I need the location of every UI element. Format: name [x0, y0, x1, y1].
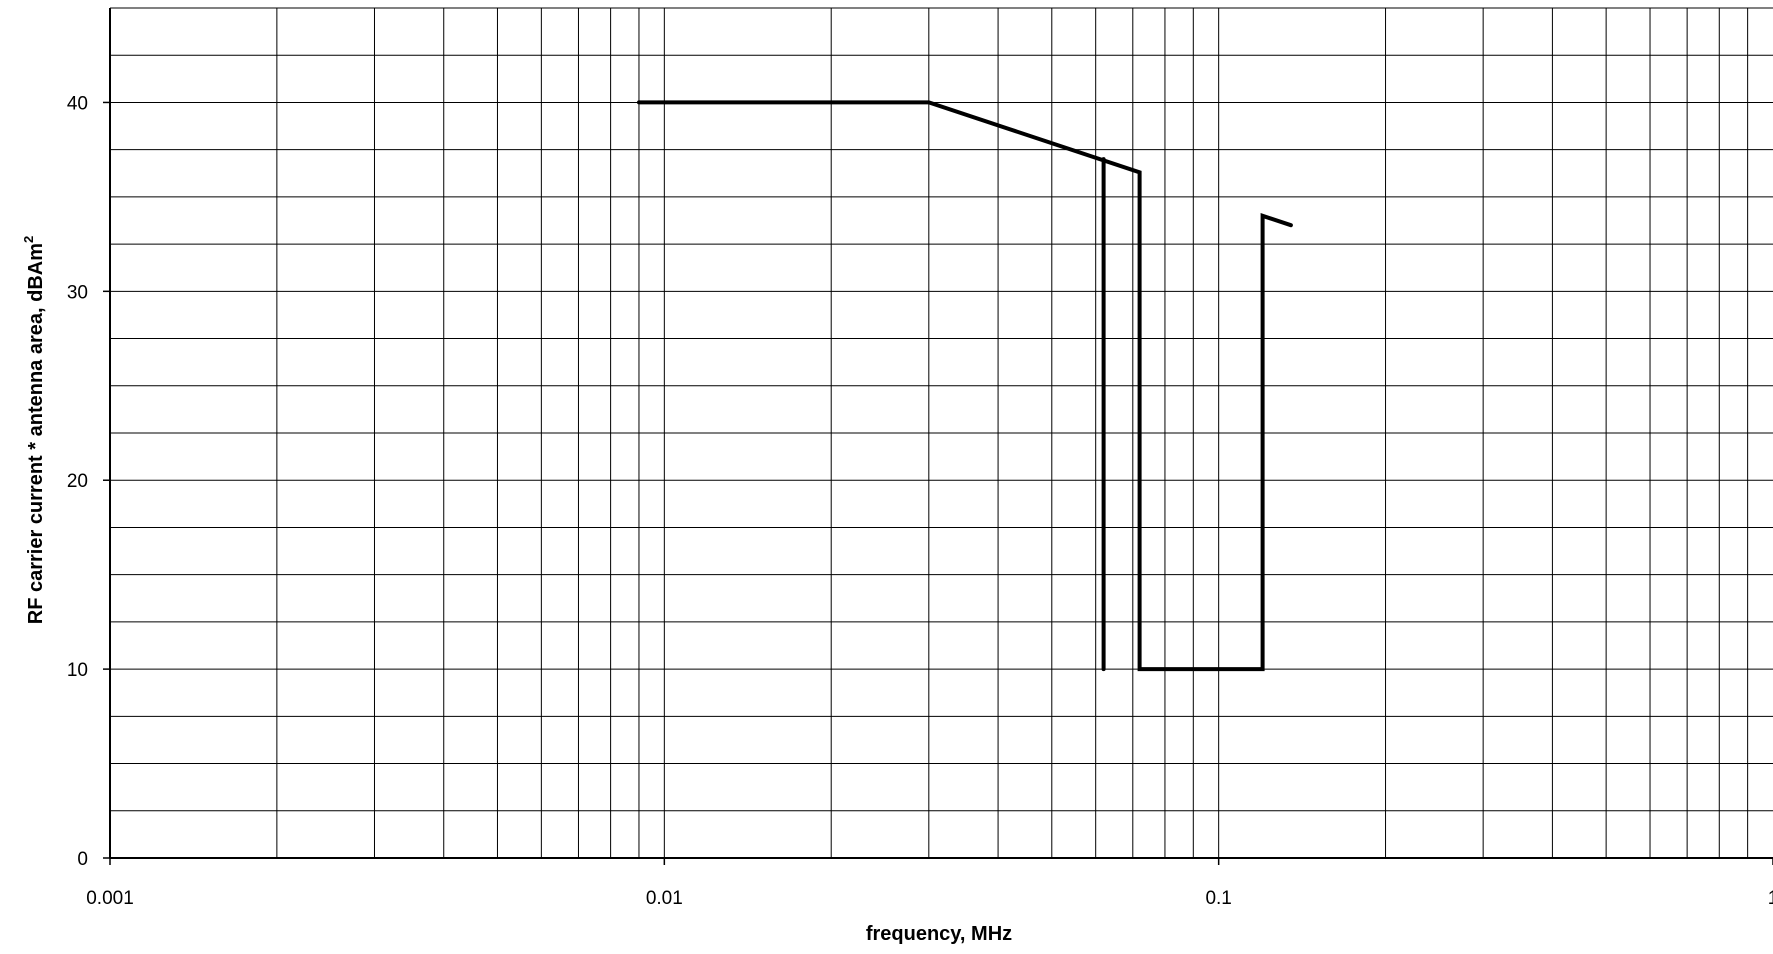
- y-tick-label: 0: [77, 849, 88, 870]
- x-tick-label: 0.001: [86, 888, 134, 909]
- x-tick-label: 0.01: [646, 888, 683, 909]
- y-tick-label: 30: [67, 282, 88, 303]
- axes: [103, 7, 1773, 865]
- y-tick-label: 20: [67, 471, 88, 492]
- y-tick-label: 10: [67, 660, 88, 681]
- x-tick-label: 1: [1768, 888, 1773, 909]
- y-axis-label-text: RF carrier current * antenna area, dBAm: [25, 243, 47, 624]
- x-tick-label: 0.1: [1205, 888, 1231, 909]
- series-line-1: [637, 100, 1293, 672]
- y-tick-label: 40: [67, 93, 88, 114]
- y-axis-label: RF carrier current * antenna area, dBAm2: [21, 236, 47, 624]
- y-axis-label-superscript: 2: [21, 236, 36, 243]
- grid: [110, 7, 1773, 858]
- tick-labels: 0 10 20 30 40 0.001 0.01 0.1 1: [67, 93, 1773, 909]
- x-axis-label: frequency, MHz: [866, 923, 1012, 945]
- series-group: [637, 100, 1293, 672]
